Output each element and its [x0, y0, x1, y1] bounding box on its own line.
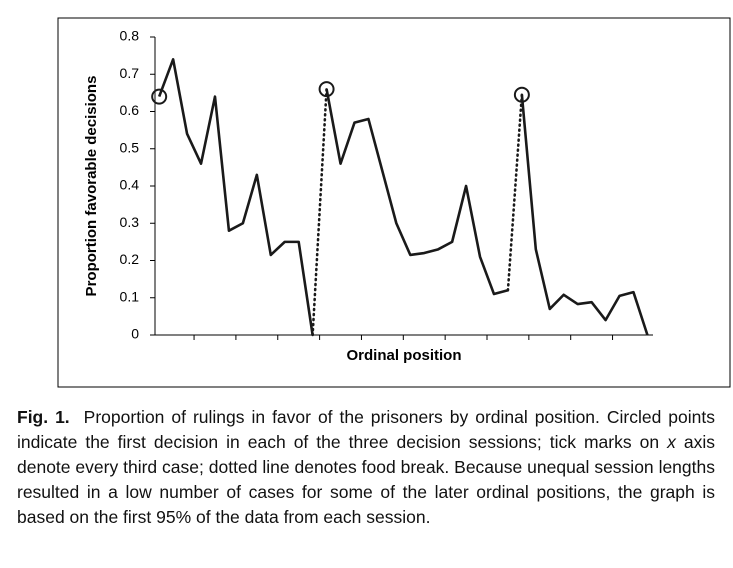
- y-axis-label: Proportion favorable decisions: [83, 76, 100, 297]
- y-tick-label: 0.8: [120, 28, 140, 44]
- food-break: [311, 87, 328, 337]
- y-tick-label: 0.1: [120, 288, 140, 304]
- x-axis-label: Ordinal position: [347, 347, 462, 364]
- caption-label: Fig. 1.: [17, 407, 70, 427]
- y-tick-label: 0.2: [120, 251, 140, 267]
- caption-text: Proportion of rulings in favor of the pr…: [17, 407, 715, 452]
- line: [157, 58, 314, 336]
- line: [325, 88, 509, 296]
- caption-text: axis denote every third case; dotted lin…: [17, 432, 716, 527]
- food-break: [506, 93, 524, 292]
- frame: [57, 17, 731, 388]
- y-tick-label: 0.7: [120, 65, 140, 81]
- caption-text: x: [667, 432, 676, 452]
- y-tick-label: 0: [131, 326, 139, 342]
- y-tick-label: 0.6: [120, 102, 140, 118]
- caption: Fig. 1. Proportion of rulings in favor of…: [17, 405, 715, 530]
- y-tick-label: 0.3: [120, 214, 140, 230]
- chart: Proportion favorable decisions Ordinal p…: [57, 17, 731, 388]
- line: [520, 94, 649, 336]
- first-decision-marker: [151, 88, 168, 105]
- y-tick-label: 0.5: [120, 139, 140, 155]
- y-tick-label: 0.4: [120, 177, 140, 193]
